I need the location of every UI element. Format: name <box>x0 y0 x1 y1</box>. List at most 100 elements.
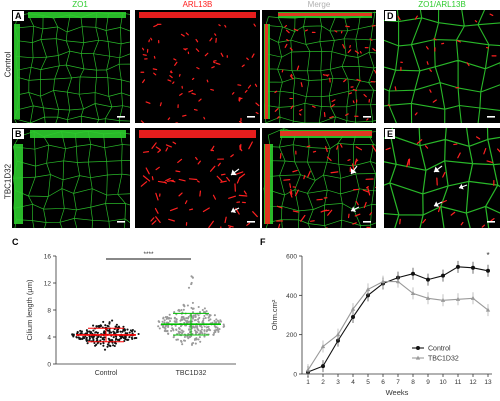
arrow-head <box>350 168 357 174</box>
cilium <box>246 57 249 61</box>
cilium <box>238 194 248 197</box>
yz-projection-side <box>14 144 23 224</box>
legend-marker <box>416 346 420 350</box>
cilium <box>213 61 216 64</box>
cilium <box>486 160 493 164</box>
cilium <box>274 90 278 94</box>
cilium <box>289 191 293 198</box>
data-point <box>365 287 371 292</box>
cilium <box>292 210 299 213</box>
data-point <box>110 338 114 341</box>
panel-a-merge <box>262 10 376 123</box>
data-point <box>335 332 341 337</box>
data-point <box>108 330 111 333</box>
cilium <box>326 156 332 162</box>
data-point <box>182 316 185 319</box>
legend-label: Control <box>428 346 451 353</box>
data-point <box>96 331 99 334</box>
data-point <box>215 328 218 332</box>
cilium <box>331 99 336 103</box>
data-point <box>97 335 100 338</box>
data-point <box>187 286 191 289</box>
panel-letter-e: E <box>385 129 396 139</box>
panel-b-zo1 <box>12 128 130 228</box>
data-point <box>131 337 134 341</box>
data-point <box>81 337 84 340</box>
cilium <box>281 69 284 73</box>
data-point <box>191 301 194 304</box>
cilium <box>203 116 206 120</box>
cilium <box>363 201 367 209</box>
cilium <box>165 147 169 152</box>
data-point <box>183 339 187 342</box>
data-point <box>168 320 172 323</box>
data-point <box>178 327 181 330</box>
cilium <box>155 192 159 201</box>
data-point <box>203 325 206 328</box>
series-control <box>71 319 140 351</box>
cilium <box>414 15 418 20</box>
cilium <box>178 73 181 77</box>
y-tick-label: 200 <box>286 332 297 339</box>
series-line <box>307 281 489 371</box>
data-point <box>216 326 219 329</box>
cilium <box>226 176 231 182</box>
data-point <box>198 336 201 339</box>
y-axis-label: Cilium length (µm) <box>25 279 34 341</box>
data-point <box>85 336 88 339</box>
data-point <box>197 314 200 317</box>
data-point <box>108 338 111 341</box>
data-point <box>305 367 311 372</box>
cilia-group <box>387 13 497 116</box>
data-point <box>199 330 202 333</box>
cilium <box>195 38 199 43</box>
y-tick-label: 16 <box>44 254 52 261</box>
data-point <box>103 338 106 341</box>
cilium <box>150 37 153 41</box>
cilium <box>285 29 290 34</box>
cilium <box>253 23 256 27</box>
cilium <box>290 188 293 195</box>
cilium <box>325 146 328 152</box>
cilium <box>433 37 437 41</box>
cilium <box>155 166 160 171</box>
cilium <box>334 30 338 33</box>
cilia-group <box>274 24 376 121</box>
cilium <box>189 208 194 211</box>
panel-b-merge <box>262 128 376 228</box>
data-point <box>194 319 197 322</box>
panel-a-zo1 <box>12 10 130 123</box>
data-point <box>191 320 194 323</box>
cilium <box>293 28 299 32</box>
cilia-group <box>276 143 376 228</box>
data-point <box>218 328 221 331</box>
data-point <box>178 332 181 335</box>
data-point <box>206 313 209 316</box>
cilium <box>450 211 456 216</box>
cilium <box>209 37 213 42</box>
cilium <box>483 147 487 155</box>
cilium <box>283 178 291 181</box>
data-point <box>94 331 97 334</box>
cilium <box>175 170 181 173</box>
data-point <box>85 329 88 332</box>
cilium <box>475 136 481 140</box>
cilium <box>363 94 367 98</box>
arrow-head <box>434 201 439 207</box>
data-point <box>85 339 88 343</box>
data-point <box>172 336 175 339</box>
cilium <box>231 92 235 95</box>
cilium <box>290 73 293 77</box>
data-point <box>93 341 96 345</box>
data-point <box>113 344 116 348</box>
cilium <box>239 120 243 123</box>
x-tick-label: 1 <box>306 379 310 386</box>
data-point <box>192 314 195 317</box>
data-point <box>207 319 210 322</box>
cilium <box>172 141 177 145</box>
cilium <box>355 200 359 206</box>
cilium <box>224 24 227 28</box>
data-point <box>195 325 199 329</box>
data-point <box>207 328 211 331</box>
